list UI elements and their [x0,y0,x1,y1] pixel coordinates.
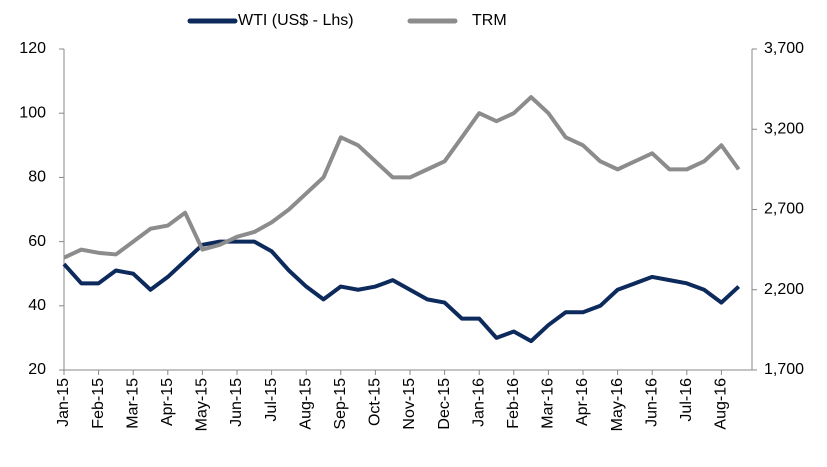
y2-tick-label: 3,700 [764,40,804,57]
x-tick-label: Mar-16 [540,378,557,429]
x-tick-label: Feb-15 [90,378,107,429]
x-tick-label: Nov-15 [401,378,418,430]
y-tick-label: 100 [19,104,46,121]
y-tick-label: 80 [28,169,46,186]
x-tick-label: Feb-16 [505,378,522,429]
y2-tick-label: 2,700 [764,201,804,218]
x-tick-label: May-15 [194,378,211,431]
series-line [63,95,741,260]
x-tick-label: Jan-15 [55,378,72,427]
x-tick-label: May-16 [609,378,626,431]
x-tick-label: Jul-15 [263,378,280,422]
x-tick-label: Jun-15 [228,378,245,427]
x-tick-label: Dec-15 [436,378,453,430]
series-line [62,239,741,344]
x-tick-label: Apr-15 [159,378,176,426]
x-tick-label: Mar-15 [124,378,141,429]
y-tick-label: 60 [28,233,46,250]
y-tick-label: 20 [28,361,46,378]
x-tick-label: Jan-16 [470,378,487,427]
x-tick-label: Sep-15 [332,378,349,430]
legend-label: TRM [472,12,507,29]
y2-tick-label: 3,200 [764,120,804,137]
y2-tick-label: 2,200 [764,281,804,298]
x-tick-label: Apr-16 [574,378,591,426]
y-tick-label: 40 [28,297,46,314]
x-tick-label: Jun-16 [643,378,660,427]
x-tick-label: Aug-15 [297,378,314,430]
y-tick-label: 120 [19,40,46,57]
x-tick-label: Oct-15 [367,378,384,426]
y2-tick-label: 1,700 [764,361,804,378]
x-tick-label: Jul-16 [678,378,695,422]
legend-label: WTI (US$ - Lhs) [238,12,354,29]
x-tick-label: Aug-16 [713,378,730,430]
